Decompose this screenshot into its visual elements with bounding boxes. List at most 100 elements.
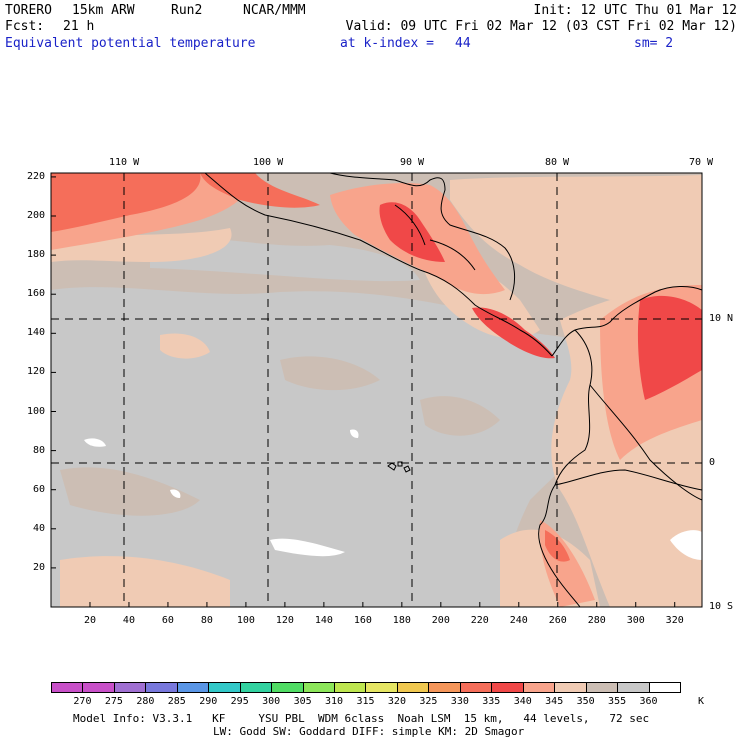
colorbar-swatch: [176, 682, 210, 693]
tan-patch: [60, 467, 200, 516]
colorbar-label: 355: [608, 696, 627, 707]
x-grid-label: 300: [626, 615, 645, 626]
peach-region: [160, 333, 210, 359]
physics-info: LW: Godd SW: Goddard DIFF: simple KM: 2D…: [213, 725, 525, 738]
x-grid-label: 280: [587, 615, 606, 626]
forecast-label: Fcst:: [5, 19, 45, 34]
colorbar-swatch: [239, 682, 273, 693]
coastline-panama: [551, 286, 703, 357]
colorbar-label: 315: [356, 696, 375, 707]
colorbar-label: 330: [450, 696, 469, 707]
valid-time: Valid: 09 UTC Fri 02 Mar 12 (03 CST Fri …: [345, 19, 737, 34]
lon-label: 100 W: [253, 157, 284, 168]
colorbar-swatch: [82, 682, 115, 693]
x-grid-label: 20: [83, 615, 96, 626]
coastline-yucatan: [329, 172, 516, 301]
colorbar-label: 270: [73, 696, 92, 707]
colorbar-swatch: [334, 682, 367, 693]
field-name: Equivalent potential temperature: [5, 36, 256, 51]
colorbar-label: 325: [419, 696, 438, 707]
x-grid-label: 180: [392, 615, 411, 626]
y-grid-label: 200: [26, 210, 45, 221]
colorbar-swatch: [459, 682, 493, 693]
colorbar-swatch: [365, 682, 398, 693]
colorbar-label: 335: [482, 696, 501, 707]
y-grid-label: 220: [26, 170, 45, 182]
y-grid-label: 140: [26, 327, 45, 339]
red-region: [545, 530, 570, 562]
border-central: [394, 204, 476, 271]
forecast-hour: 21 h: [63, 19, 95, 34]
init-time: Init: 12 UTC Thu 01 Mar 12: [533, 3, 738, 18]
ocean-grey-region: [51, 287, 600, 607]
border-peru: [554, 469, 703, 491]
lat-lon-grid: [51, 173, 702, 607]
colorbar-label: 350: [576, 696, 595, 707]
white-patch: [84, 438, 106, 447]
colorbar-swatch: [491, 682, 524, 693]
lat-label: 10 S: [709, 601, 734, 612]
colorbar-swatch: [617, 682, 650, 693]
colorbar-frame: [51, 682, 681, 693]
colorbar-swatch: [428, 682, 461, 693]
colorbar-label: 340: [513, 696, 532, 707]
y-grid-label: 120: [26, 366, 45, 378]
x-grid-label: 200: [431, 615, 450, 626]
x-grid-label: 100: [236, 615, 255, 626]
peach-region: [60, 556, 230, 607]
colorbar-swatch: [208, 682, 241, 693]
level-label: at k-index =: [340, 36, 434, 51]
colorbar-swatch: [554, 682, 587, 693]
white-patch: [670, 530, 702, 560]
x-grid-label: 240: [509, 615, 528, 626]
x-grid-label: 220: [470, 615, 489, 626]
lon-label: 70 W: [689, 157, 714, 168]
colorbar-label: 300: [262, 696, 281, 707]
run-name: Run2: [171, 3, 203, 18]
colorbar-swatch: [585, 682, 619, 693]
lon-label: 90 W: [400, 157, 425, 168]
colorbar-label: 305: [293, 696, 312, 707]
axis-ticks: [51, 176, 676, 607]
colorbar-label: 320: [387, 696, 406, 707]
colorbar-swatch: [145, 682, 178, 693]
x-grid-label: 140: [314, 615, 333, 626]
colorbar-swatch: [522, 682, 556, 693]
lat-label: 10 N: [709, 313, 734, 324]
colorbar-swatch: [302, 682, 336, 693]
colorbar-label: 310: [325, 696, 344, 707]
galapagos: [387, 461, 411, 473]
model-resolution: 15km ARW: [72, 3, 135, 18]
y-grid-label: 60: [32, 483, 45, 495]
x-grid-label: 40: [122, 615, 135, 626]
y-grid-label: 80: [32, 444, 45, 456]
y-grid-label: 40: [32, 522, 45, 534]
red-region: [51, 173, 201, 232]
colorbar-swatch: [396, 682, 430, 693]
map-frame: [50, 172, 703, 608]
border-andes: [589, 384, 703, 501]
y-grid-label: 180: [26, 249, 45, 261]
colorbar-swatch: [271, 682, 304, 693]
coastline-mexico: [204, 172, 553, 357]
peach-region: [450, 175, 702, 300]
red-region: [637, 295, 702, 400]
colorbar-label: 290: [199, 696, 218, 707]
tan-patch: [280, 356, 380, 391]
colorbar-unit: K: [698, 696, 705, 707]
x-grid-label: 60: [161, 615, 174, 626]
tan-patch: [420, 396, 500, 436]
x-grid-label: 160: [353, 615, 372, 626]
lat-label: 0: [709, 457, 716, 468]
red-region: [200, 173, 320, 208]
coastlines: [204, 172, 703, 608]
white-patch: [350, 429, 359, 438]
equivalent-potential-temperature-map: [50, 172, 703, 608]
x-grid-label: 320: [665, 615, 684, 626]
x-grid-label: 80: [200, 615, 213, 626]
level-value: 44: [455, 36, 471, 51]
x-grid-label: 260: [548, 615, 567, 626]
colorbar-label: 360: [639, 696, 658, 707]
y-grid-label: 20: [32, 561, 45, 573]
colorbar-label: 295: [230, 696, 249, 707]
